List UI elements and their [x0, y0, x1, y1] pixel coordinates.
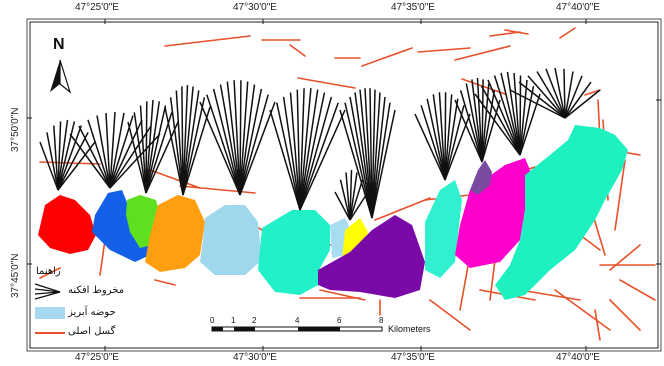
scale-tick-1: 1: [231, 316, 235, 325]
fan-ray: [564, 69, 565, 118]
legend-item-fault: گسل اصلی: [68, 326, 115, 337]
scale-tick-6: 6: [337, 316, 341, 325]
top-lon-2: 47°30'0"E: [233, 2, 277, 13]
scale-unit: Kilometers: [388, 324, 431, 334]
bottom-lon-1: 47°25'0"E: [75, 352, 119, 363]
top-lon-1: 47°25'0"E: [75, 2, 119, 13]
scale-bar: [212, 327, 382, 331]
bottom-lon-4: 47°40'0"E: [556, 352, 600, 363]
left-lat-2: 37°45'0"N: [10, 254, 21, 299]
legend-basin-swatch: [35, 307, 65, 319]
scale-tick-0: 0: [210, 316, 214, 325]
scale-tick-4: 4: [295, 316, 299, 325]
bottom-lon-3: 47°35'0"E: [391, 352, 435, 363]
top-lon-3: 47°35'0"E: [391, 2, 435, 13]
scale-tick-8: 8: [379, 316, 383, 325]
legend-title: راهنما: [36, 266, 61, 277]
basin-5: [200, 205, 262, 275]
left-lat-1: 37°50'0"N: [10, 108, 21, 153]
scale-tick-2: 2: [252, 316, 256, 325]
legend-item-basin: حوضه آبریز: [68, 307, 116, 318]
top-lon-4: 47°40'0"E: [556, 2, 600, 13]
north-label: N: [53, 36, 65, 54]
bottom-lon-2: 47°30'0"E: [233, 352, 277, 363]
legend-item-fan: مخروط افکنه: [68, 285, 124, 296]
